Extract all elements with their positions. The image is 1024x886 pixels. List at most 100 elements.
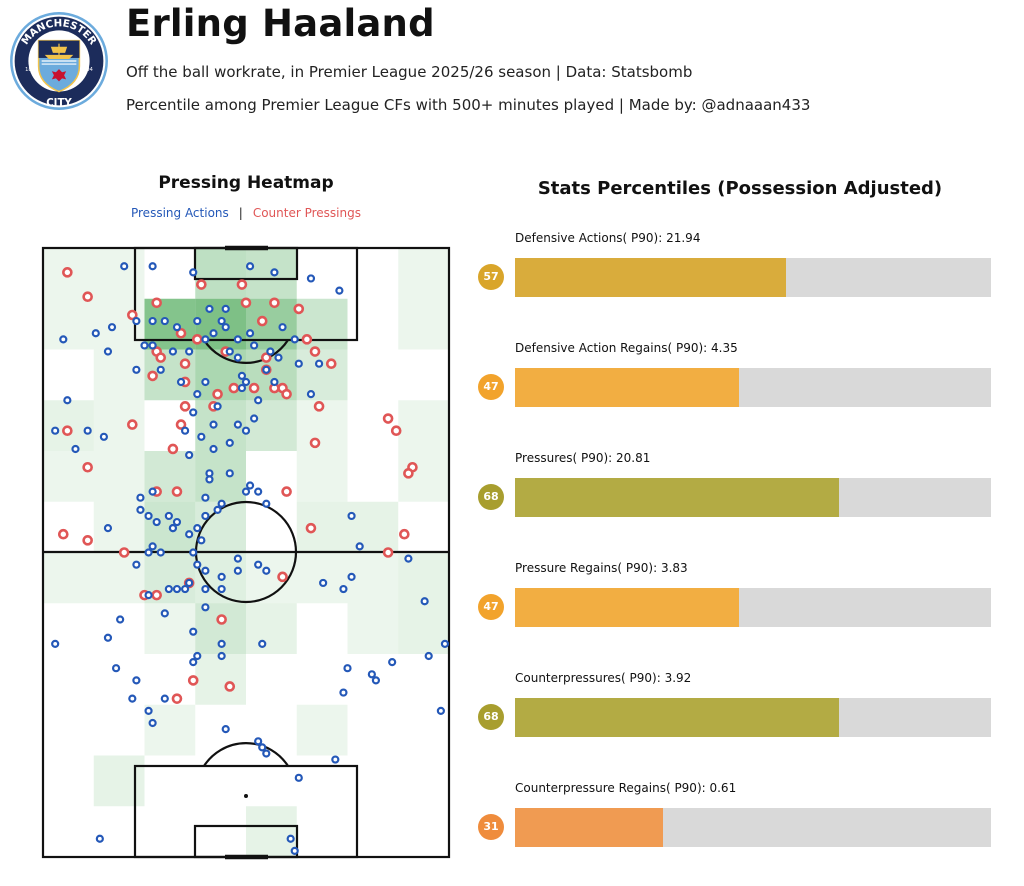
pressing-action-point — [168, 524, 178, 533]
counter-pressing-point — [382, 413, 394, 424]
counter-pressing-point — [62, 425, 73, 437]
pressing-action-point — [339, 584, 348, 594]
pitch-lines — [41, 245, 451, 860]
pressing-action-point — [420, 597, 429, 606]
heatmap-cell — [347, 603, 399, 654]
pressing-action-point — [148, 262, 157, 271]
pressing-action-point — [233, 554, 242, 563]
counter-pressing-point — [269, 297, 280, 309]
pressing-action-point — [103, 633, 113, 642]
heatmap-cell — [195, 451, 246, 502]
pressing-action-point — [343, 664, 352, 673]
counter-pressing-point — [281, 388, 292, 400]
heatmap-cell — [398, 603, 449, 654]
pressing-action-point — [245, 481, 255, 490]
pressing-action-point — [347, 511, 356, 521]
heatmap-cell — [144, 603, 196, 654]
heatmap-cell — [398, 248, 449, 299]
pressing-action-point — [237, 371, 247, 380]
pressing-action-point — [116, 615, 125, 624]
pressing-action-point — [185, 450, 194, 460]
pressing-action-point — [201, 493, 210, 502]
counter-pressing-point — [179, 401, 191, 412]
heatmap-cell — [296, 501, 348, 553]
pressing-action-point — [197, 536, 206, 545]
pressing-action-point — [160, 694, 169, 703]
penalty-spot-bottom — [244, 794, 248, 798]
counter-pressing-point — [224, 681, 236, 692]
stat-bar-fill — [515, 698, 839, 737]
pressing-action-point — [241, 487, 251, 496]
pressing-action-point — [63, 396, 72, 405]
pressing-action-point — [314, 359, 324, 368]
pressing-action-point — [132, 676, 141, 685]
heatmap-cell — [43, 298, 94, 350]
pressing-action-point — [144, 591, 153, 600]
stat-bar-track — [515, 698, 991, 737]
counter-pressing-point — [305, 522, 317, 534]
pressing-action-point — [201, 511, 210, 521]
pressing-action-point — [136, 505, 145, 514]
percentile-badge: 47 — [478, 594, 504, 620]
pressing-action-point — [233, 566, 242, 575]
counter-pressing-point — [167, 443, 179, 455]
counter-pressing-point — [228, 382, 240, 394]
counter-pressing-point — [171, 693, 183, 704]
counter-pressing-point — [187, 675, 199, 686]
pressing-action-point — [254, 560, 263, 569]
counter-pressing-point — [151, 297, 162, 309]
pressing-action-point — [233, 420, 242, 429]
stat-bar-fill — [515, 588, 739, 627]
pressing-action-point — [270, 268, 279, 277]
stat-label: Counterpressures( P90): 3.92 — [515, 671, 692, 685]
pressing-action-point — [193, 560, 202, 569]
pressing-action-point — [388, 658, 397, 667]
penalty-arc-top — [203, 339, 289, 364]
pressing-action-point — [164, 584, 173, 594]
heatmap-cell — [347, 501, 399, 553]
heatmap-cell — [93, 552, 145, 604]
pressing-action-point — [99, 432, 109, 441]
pressing-action-point — [331, 755, 340, 764]
heatmap-cell — [246, 603, 297, 654]
stat-label: Defensive Action Regains( P90): 4.35 — [515, 341, 738, 355]
pressing-action-point — [189, 658, 198, 667]
pressing-action-point — [185, 347, 194, 356]
pressing-action-point — [185, 530, 194, 539]
pressing-action-point — [181, 584, 190, 594]
counter-pressing-point — [313, 401, 325, 412]
pressing-action-point — [258, 639, 267, 648]
crest-bottom-text: CITY — [46, 98, 72, 109]
pressing-action-point — [217, 572, 226, 581]
stat-bar-fill — [515, 478, 839, 517]
pressing-action-point — [185, 578, 194, 588]
counter-pressing-point — [62, 267, 73, 278]
pressing-action-point — [168, 347, 178, 356]
pressing-action-point — [103, 347, 113, 356]
pressing-action-point — [217, 316, 226, 326]
pressing-action-point — [201, 335, 210, 344]
pressing-action-point — [59, 335, 68, 344]
pressing-action-point — [424, 651, 433, 661]
counter-pressing-point — [82, 291, 93, 303]
pressing-action-point — [193, 316, 202, 326]
pressing-action-point — [262, 566, 271, 575]
pressing-action-point — [254, 737, 263, 746]
pressing-action-point — [217, 651, 226, 661]
pressing-action-point — [197, 432, 206, 441]
counter-pressing-point — [118, 547, 130, 558]
pressing-action-point — [213, 402, 222, 411]
crest-year-left: 18 — [25, 67, 31, 73]
pressing-action-point — [132, 316, 141, 326]
percentile-badge: 68 — [478, 484, 504, 510]
heatmap-cell — [246, 806, 297, 857]
pressing-action-point — [172, 584, 182, 594]
pressing-action-point — [217, 639, 226, 648]
pressing-action-point — [335, 286, 344, 295]
pressing-action-point — [347, 572, 356, 581]
counter-pressing-point — [293, 303, 305, 315]
stat-label: Pressure Regains( P90): 3.83 — [515, 561, 688, 575]
heatmap-cell — [296, 451, 348, 502]
pressing-action-point — [156, 548, 165, 557]
heatmap-cell — [43, 451, 94, 502]
